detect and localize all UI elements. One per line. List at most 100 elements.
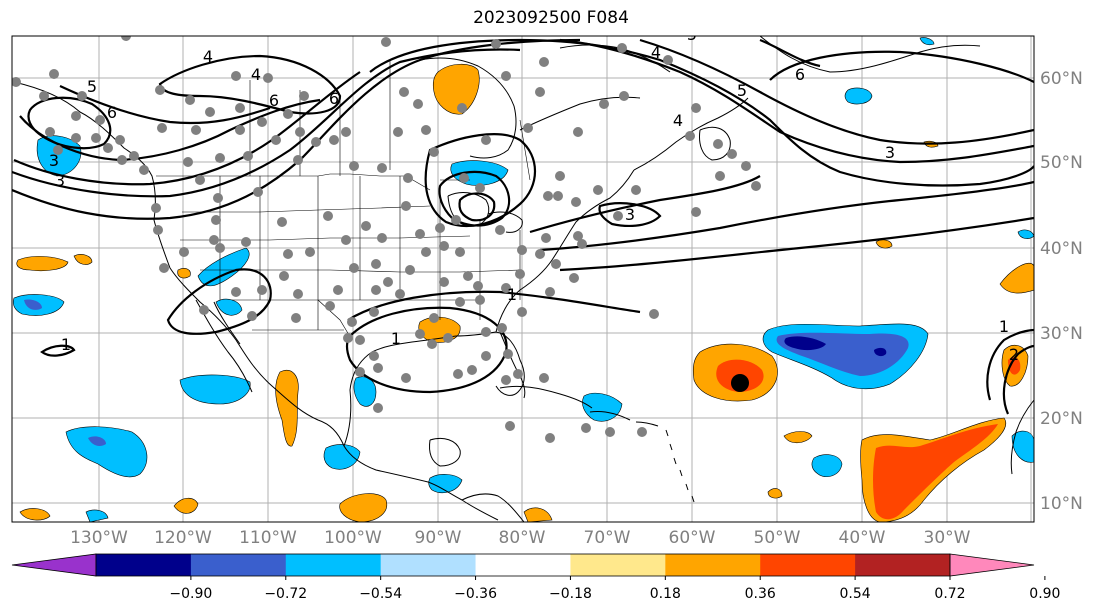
station-dot (231, 71, 241, 81)
station-dot (341, 235, 351, 245)
station-dot (691, 103, 701, 113)
station-dot (349, 161, 359, 171)
station-dot (257, 285, 267, 295)
station-dot (49, 69, 59, 79)
station-dot (429, 313, 439, 323)
contour-label: 1 (391, 329, 401, 348)
station-dot (153, 225, 163, 235)
colorbar-segment (570, 554, 666, 576)
station-dot (577, 239, 587, 249)
station-dot (481, 351, 491, 361)
contour-label: 3 (55, 171, 65, 190)
station-dot (455, 297, 465, 307)
station-dot (475, 183, 485, 193)
station-dot (277, 217, 287, 227)
station-dot (415, 329, 425, 339)
station-dot (551, 259, 561, 269)
station-dot (555, 171, 565, 181)
station-dot (253, 187, 263, 197)
station-dot (545, 287, 555, 297)
station-dot (481, 327, 491, 337)
contour-label: 4 (203, 47, 213, 66)
station-dot (95, 115, 105, 125)
station-dot (515, 269, 525, 279)
colorbar-extend-high (949, 553, 1035, 577)
station-dot (215, 153, 225, 163)
colorbar-segment (665, 554, 761, 576)
station-dot (283, 109, 293, 119)
station-dot (401, 373, 411, 383)
station-dot (473, 281, 483, 291)
station-dot (617, 43, 627, 53)
station-dot (191, 125, 201, 135)
station-dot (12, 77, 21, 87)
station-dot (457, 103, 467, 113)
station-dot (179, 247, 189, 257)
station-dot (199, 305, 209, 315)
station-dot (211, 215, 221, 225)
station-dot (453, 369, 463, 379)
station-dot (333, 285, 343, 295)
colorbar-tick-label: 0.36 (745, 586, 776, 602)
station-dot (475, 295, 485, 305)
station-dot (157, 123, 167, 133)
colorbar-segment (285, 554, 382, 576)
station-dot (427, 339, 437, 349)
station-dot (355, 367, 365, 377)
station-dot (305, 247, 315, 257)
colorbar-tick-label: −0.90 (169, 586, 212, 602)
station-dot (501, 71, 511, 81)
station-dot (155, 85, 165, 95)
station-dot (495, 225, 505, 235)
station-dot (323, 211, 333, 221)
station-dot (103, 143, 113, 153)
station-dot (373, 403, 383, 413)
station-dot (619, 91, 629, 101)
station-dot (45, 127, 55, 137)
station-dot (631, 185, 641, 195)
station-dot (435, 223, 445, 233)
station-dot (751, 181, 761, 191)
colorbar-tick-label: −0.18 (549, 586, 592, 602)
colorbar-tick-label: 0.18 (650, 586, 681, 602)
colorbar-tick-label: −0.36 (454, 586, 497, 602)
station-dot (299, 91, 309, 101)
contour-label: 5 (687, 25, 697, 44)
latitude-tick-label: 40°N (1040, 239, 1083, 259)
station-dot (271, 135, 281, 145)
station-dot (205, 107, 215, 117)
contour-label: 4 (251, 65, 261, 84)
station-dot (497, 323, 507, 333)
contour-label: 2 (1009, 345, 1019, 364)
longitude-tick-label: 110°W (239, 528, 297, 548)
station-dot (71, 111, 81, 121)
station-dot (685, 131, 695, 141)
station-dot (481, 135, 491, 145)
colorbar-segment (855, 554, 951, 576)
station-dot (129, 151, 139, 161)
station-dot (121, 36, 131, 41)
station-dot (539, 57, 549, 67)
station-dot (573, 231, 583, 241)
station-dot (663, 55, 673, 65)
station-dot (341, 127, 351, 137)
station-dot (139, 165, 149, 175)
station-dot (279, 271, 289, 281)
station-dot (361, 221, 371, 231)
station-dot (343, 333, 353, 343)
station-dot (263, 73, 273, 83)
station-dot (195, 175, 205, 185)
contour-label: 1 (999, 317, 1009, 336)
station-dot (71, 133, 81, 143)
station-dot (371, 259, 381, 269)
station-dot (215, 243, 225, 253)
station-dot (421, 247, 431, 257)
contour-label: 5 (87, 77, 97, 96)
latitude-tick-label: 30°N (1040, 324, 1083, 344)
station-dot (91, 133, 101, 143)
station-dot (355, 335, 365, 345)
station-dot (115, 135, 125, 145)
longitude-tick-label: 130°W (70, 528, 128, 548)
contour-label: 4 (651, 43, 661, 62)
